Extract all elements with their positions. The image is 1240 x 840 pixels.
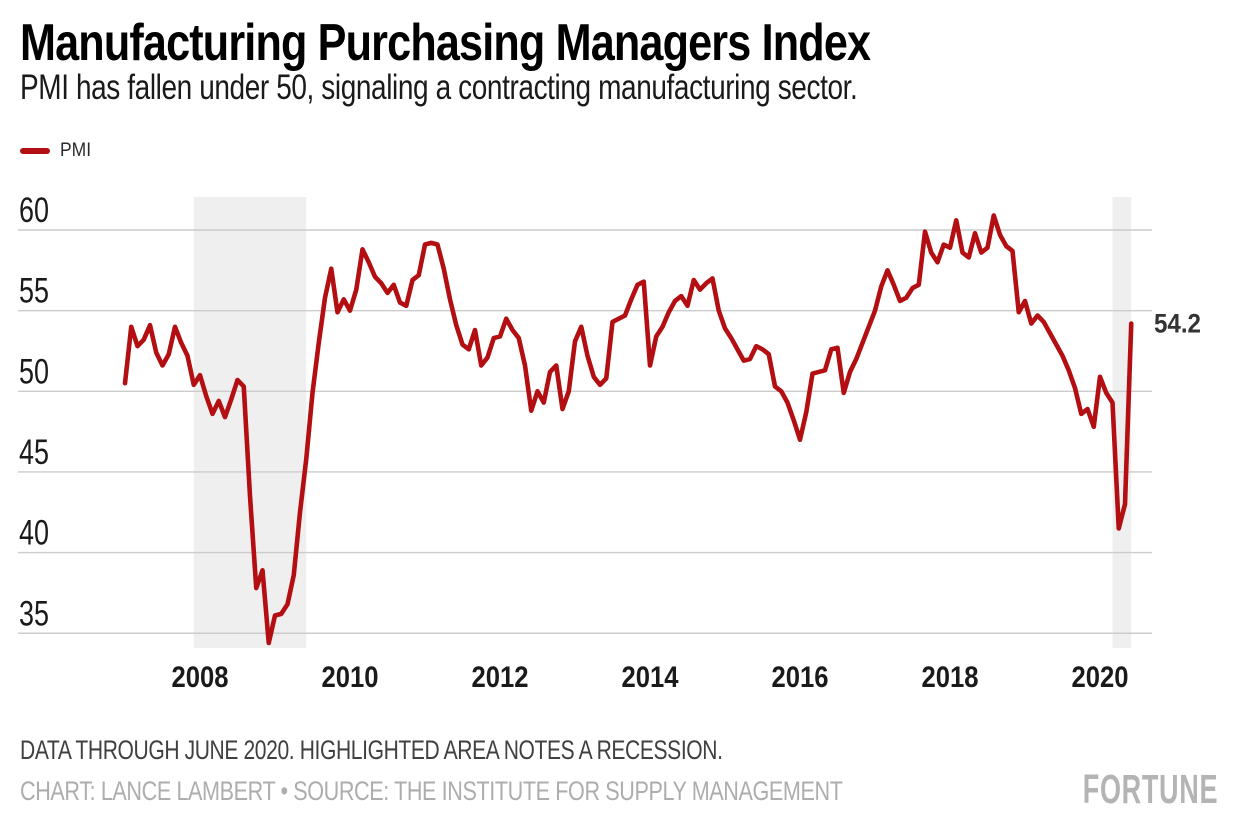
legend: PMI bbox=[20, 140, 94, 161]
y-tick-label: 45 bbox=[19, 433, 49, 472]
x-tick-label: 2012 bbox=[472, 661, 529, 694]
x-tick-label: 2010 bbox=[322, 661, 379, 694]
recession-band bbox=[193, 197, 307, 648]
y-tick-label: 50 bbox=[19, 352, 49, 391]
fortune-logo: FORTUNE bbox=[1082, 766, 1218, 812]
last-value-label: 54.2 bbox=[1154, 309, 1201, 339]
legend-label: PMI bbox=[60, 140, 92, 161]
x-tick-label: 2018 bbox=[922, 661, 979, 694]
footnote-credit: CHART: LANCE LAMBERT • SOURCE: THE INSTI… bbox=[20, 776, 843, 806]
x-tick-label: 2020 bbox=[1072, 661, 1129, 694]
pmi-line bbox=[122, 213, 1134, 646]
page-subtitle: PMI has fallen under 50, signaling a con… bbox=[20, 68, 858, 107]
page-title: Manufacturing Purchasing Managers Index bbox=[20, 14, 871, 72]
y-tick-label: 55 bbox=[19, 272, 49, 311]
y-tick-label: 40 bbox=[19, 514, 49, 553]
y-tick-label: 60 bbox=[19, 191, 49, 230]
legend-line-swatch-icon bbox=[20, 148, 50, 154]
x-tick-label: 2016 bbox=[772, 661, 829, 694]
x-tick-label: 2014 bbox=[622, 661, 679, 694]
footnote-data-range: DATA THROUGH JUNE 2020. HIGHLIGHTED AREA… bbox=[20, 735, 723, 765]
x-tick-label: 2008 bbox=[172, 661, 229, 694]
recession-band bbox=[1112, 197, 1132, 648]
y-tick-label: 35 bbox=[19, 594, 49, 633]
